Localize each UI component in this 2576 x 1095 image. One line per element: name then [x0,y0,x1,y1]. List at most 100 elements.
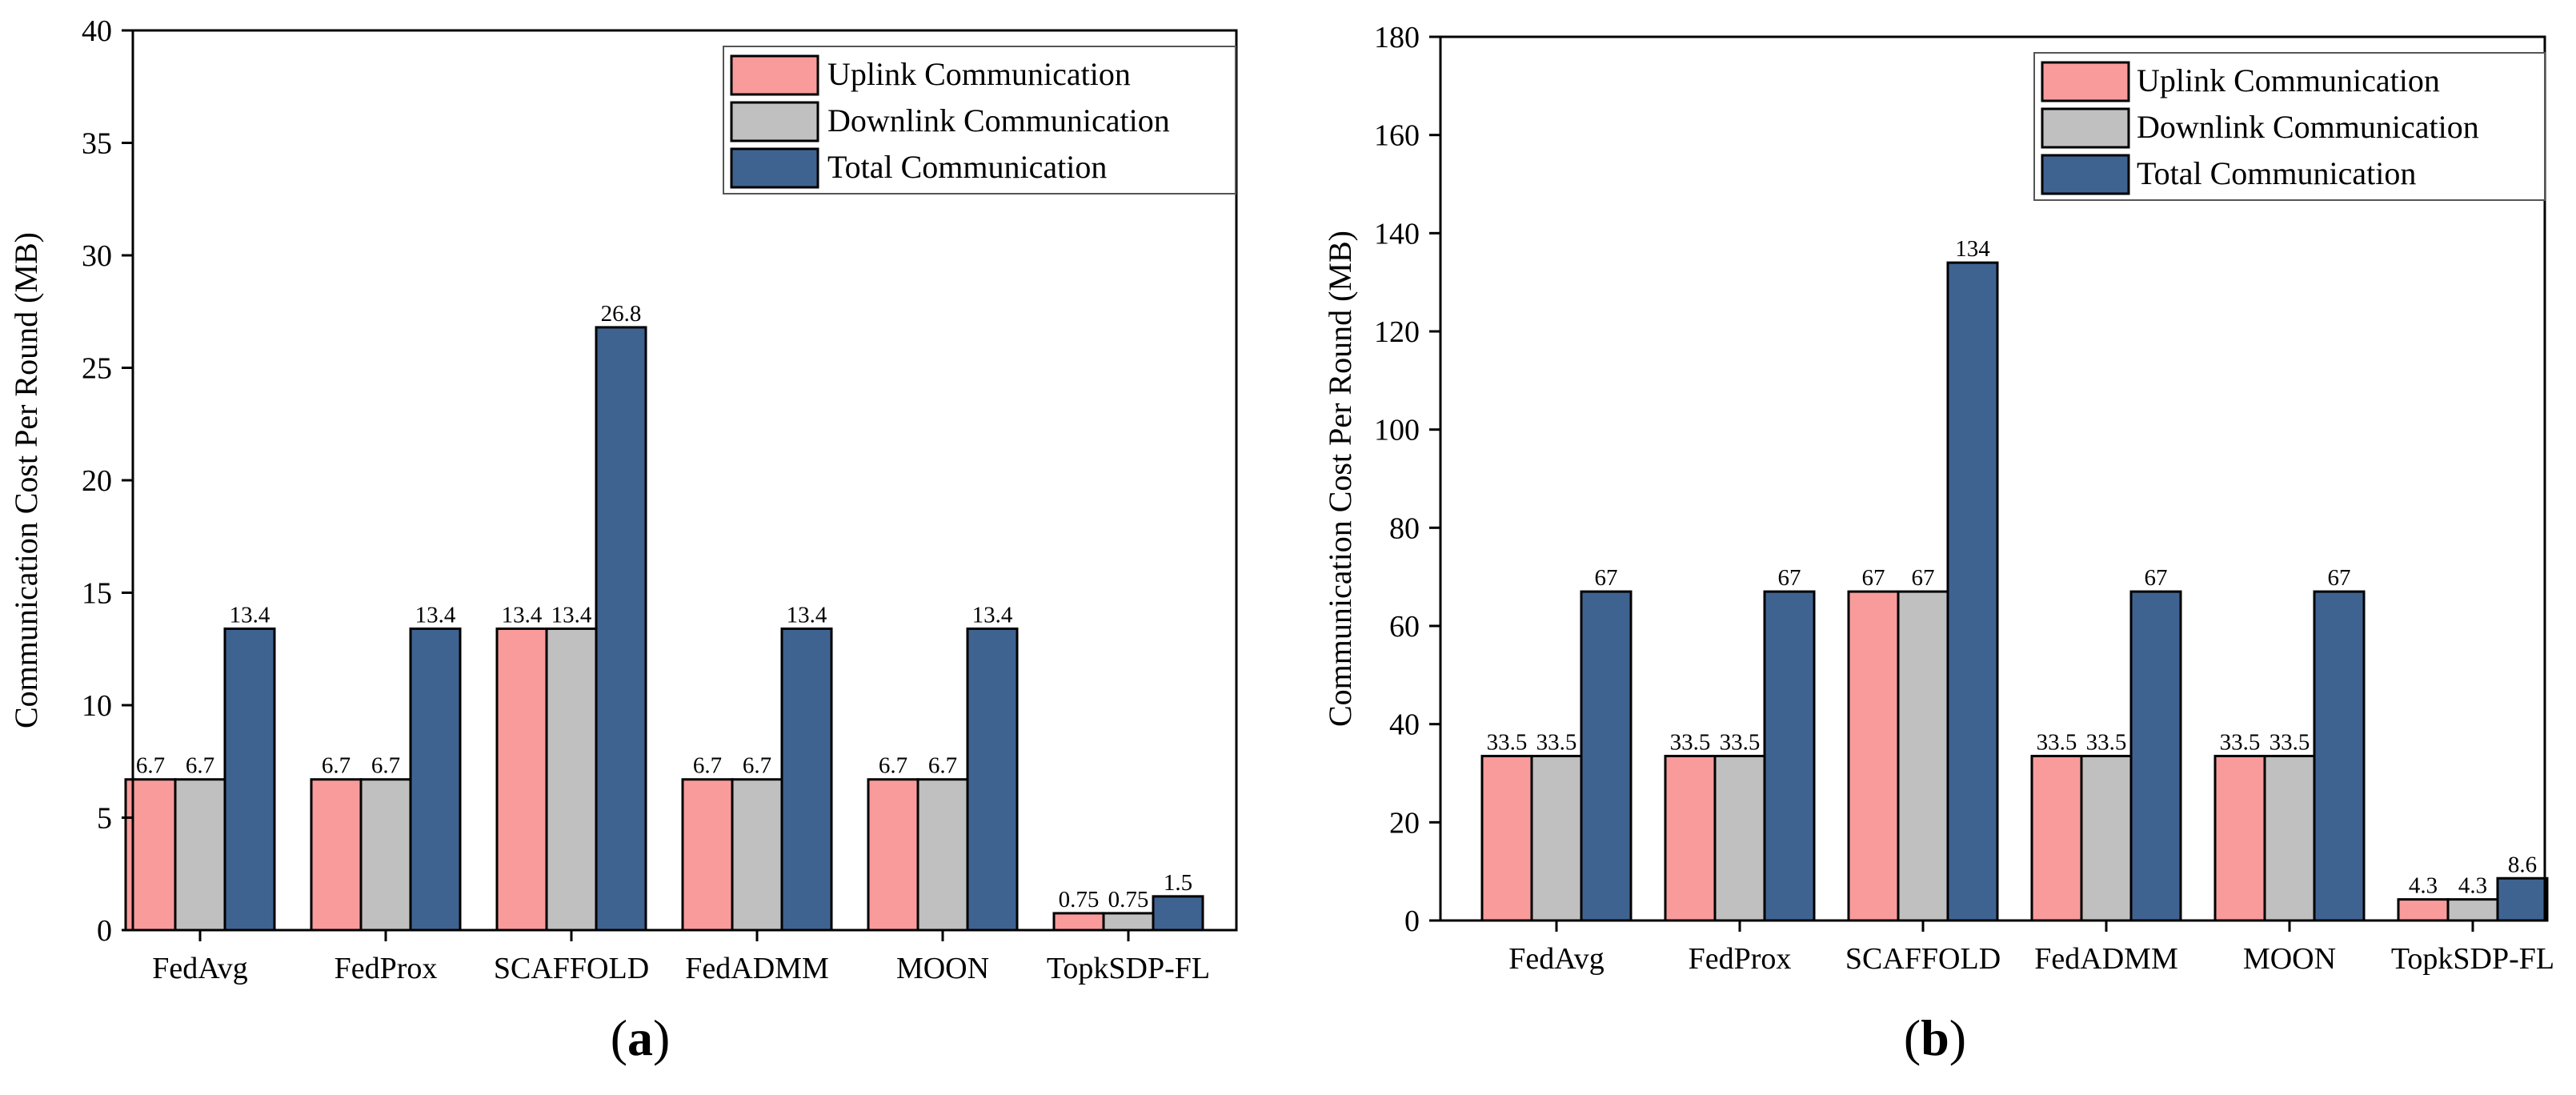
bar-uplink-communication-topksdp-fl [1052,912,1105,932]
bar-downlink-communication-topksdp-fl [1102,912,1155,932]
y-tick-label: 20 [1389,806,1420,840]
x-tick-label: MOON [2243,942,2336,976]
x-tick-label: FedAvg [152,952,248,985]
y-tick-label: 35 [82,127,112,161]
data-label: 13.4 [551,602,592,628]
data-label: 67 [1862,565,1885,591]
bar-downlink-communication-scaffold [1897,590,1949,922]
x-tick-label: FedProx [1689,942,1792,976]
y-tick-label: 180 [1374,21,1420,54]
y-tick-label: 0 [1404,904,1420,938]
data-label: 6.7 [371,753,400,779]
data-label: 6.7 [879,753,907,779]
x-tick-label: MOON [896,952,989,985]
data-label: 4.3 [2458,873,2487,899]
x-tick-label: TopkSDP-FL [1047,952,1210,985]
bar-downlink-communication-topksdp-fl [2446,898,2499,922]
chart-panel-a: 6.7 6.7 13.4 FedAvg 6.7 6.7 13.4 FedProx 13.4 13.… [8,14,1238,1066]
legend-swatch [730,147,819,189]
data-label: 13.4 [502,602,543,628]
bar-uplink-communication-fedadmm [2030,755,2083,922]
data-label: 33.5 [1720,730,1761,756]
y-tick-label: 0 [97,914,112,948]
y-tick-label: 80 [1389,511,1420,545]
bar-total-communication-fedavg [223,627,276,932]
plot-frame [131,29,1238,932]
data-label: 0.75 [1108,887,1149,912]
bar-uplink-communication-fedprox [1664,755,1717,922]
panel-label: (a) [611,1009,671,1066]
data-label: 8.6 [2508,852,2537,877]
bar-downlink-communication-fedprox [1713,755,1766,922]
bar-total-communication-scaffold [595,326,647,932]
data-label: 0.75 [1059,887,1100,912]
data-label: 33.5 [2037,730,2077,756]
data-label: 4.3 [2409,873,2438,899]
data-label: 33.5 [1536,730,1577,756]
panel-letter: a [627,1009,653,1066]
y-tick-label: 20 [82,464,112,498]
legend-label: Downlink Communication [827,102,1170,138]
x-tick-label: TopkSDP-FL [2391,942,2554,976]
bar-uplink-communication-scaffold [1847,590,1900,922]
legend-swatch [2041,107,2130,149]
legend-swatch [2041,61,2130,102]
data-label: 67 [2328,565,2351,591]
bar-downlink-communication-fedadmm [731,778,783,932]
panel-label: (b) [1904,1009,1966,1066]
data-label: 6.7 [928,753,957,779]
legend: Uplink Communication Downlink Communicati… [2033,52,2546,201]
data-label: 6.7 [186,753,214,779]
data-label: 33.5 [1487,730,1528,756]
bar-total-communication-fedavg [1580,590,1633,922]
bar-total-communication-topksdp-fl [1152,895,1204,932]
data-label: 13.4 [787,602,827,628]
data-label: 6.7 [136,753,165,779]
bar-downlink-communication-fedavg [174,778,226,932]
y-tick-label: 15 [82,577,112,611]
data-label: 26.8 [601,301,642,327]
data-label: 33.5 [1670,730,1711,756]
y-tick-label: 120 [1374,315,1420,349]
data-label: 13.4 [415,602,456,628]
x-tick-label: FedProx [335,952,438,985]
chart-panel-b: 33.5 33.5 67 FedAvg 33.5 33.5 67 FedProx 67 67 134… [1322,21,2554,1066]
bar-downlink-communication-fedavg [1530,755,1583,922]
bar-downlink-communication-fedadmm [2080,755,2133,922]
bar-total-communication-fedprox [409,627,462,932]
bar-uplink-communication-moon [2213,755,2266,922]
legend-label: Total Communication [827,149,1107,185]
data-label: 33.5 [2270,730,2310,756]
data-label: 6.7 [322,753,351,779]
data-label: 67 [1778,565,1801,591]
data-label: 67 [2145,565,2168,591]
bar-total-communication-moon [2313,590,2366,922]
data-label: 67 [1912,565,1935,591]
y-tick-label: 160 [1374,119,1420,153]
bar-uplink-communication-scaffold [495,627,548,932]
data-label: 33.5 [2220,730,2261,756]
plot-frame [1439,35,2546,922]
legend-label: Downlink Communication [2137,109,2479,145]
data-label: 13.4 [230,602,270,628]
y-axis-label: Communication Cost Per Round (MB) [8,232,44,728]
y-tick-label: 140 [1374,217,1420,251]
data-label: 33.5 [2086,730,2127,756]
legend: Uplink Communication Downlink Communicati… [723,46,1236,195]
bar-total-communication-topksdp-fl [2496,876,2549,922]
y-tick-label: 60 [1389,610,1420,644]
legend-label: Uplink Communication [827,56,1131,92]
bar-total-communication-moon [966,627,1019,932]
bar-downlink-communication-moon [2263,755,2316,922]
bar-downlink-communication-fedprox [359,778,412,932]
data-label: 6.7 [743,753,771,779]
data-label: 1.5 [1164,870,1192,896]
x-tick-label: SCAFFOLD [494,952,649,985]
data-label: 134 [1955,236,1990,262]
x-tick-label: FedADMM [2034,942,2177,976]
bar-downlink-communication-scaffold [545,627,598,932]
y-tick-label: 10 [82,689,112,723]
y-axis-label: Communication Cost Per Round (MB) [1322,231,1358,727]
bar-uplink-communication-fedavg [1480,755,1533,922]
